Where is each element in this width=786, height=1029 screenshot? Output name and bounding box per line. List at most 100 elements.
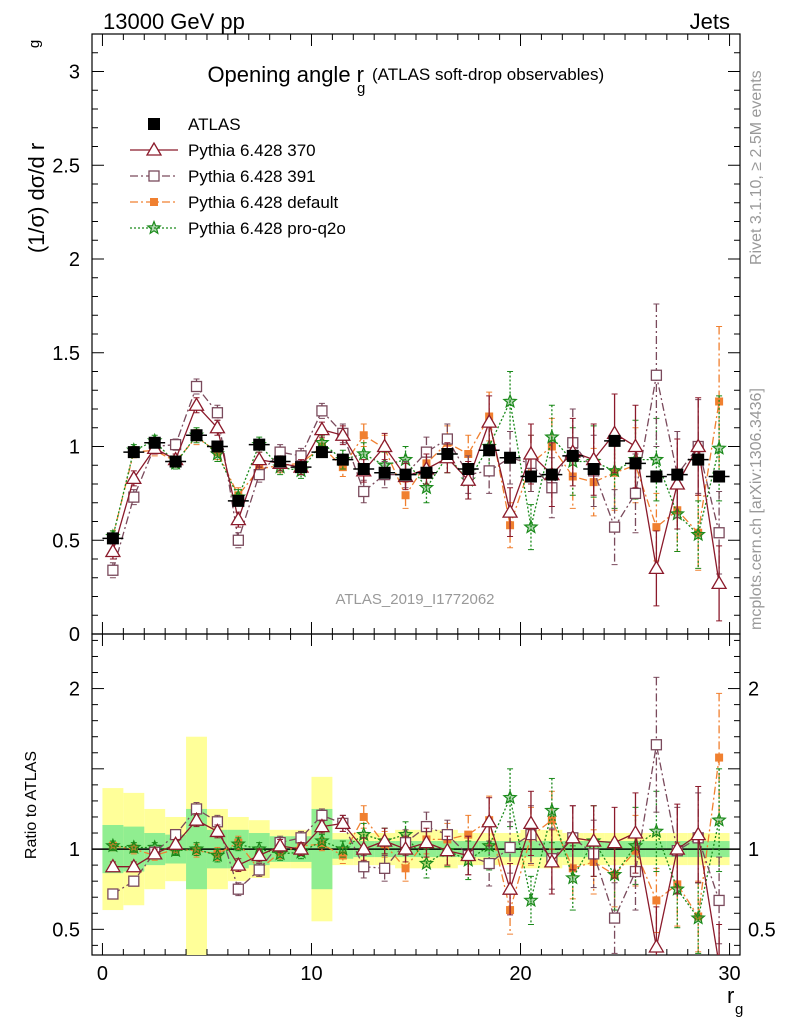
bottom-line-p391: [112, 744, 720, 920]
bottom-ytick-label-right: 0.5: [748, 919, 776, 941]
bottom-point-p370: [230, 856, 247, 871]
bottom-point-p391: [504, 841, 516, 854]
bottom-point-p370: [104, 858, 122, 873]
top-point-p370: [334, 426, 351, 441]
bottom-point-p370: [648, 938, 665, 953]
top-point-atlas: [650, 470, 663, 483]
top-point-proq2o: [314, 434, 330, 450]
bottom-ytick-label-right: 2: [748, 679, 759, 701]
bottom-point-p391: [608, 912, 621, 924]
bottom-xtick-label: 20: [509, 963, 531, 985]
legend-entry-proq2o: Pythia 6.428 pro-q2o: [130, 219, 346, 238]
bottom-point-proq2o: [502, 789, 518, 805]
top-point-p370: [251, 451, 268, 466]
legend-entry-default: Pythia 6.428 default: [130, 193, 339, 212]
top-point-p370: [104, 543, 122, 558]
top-panel-data: [102, 303, 730, 622]
title-sub: g: [357, 80, 365, 97]
top-point-p370: [669, 475, 686, 490]
top-point-atlas: [169, 455, 182, 468]
top-point-atlas: [671, 468, 684, 481]
top-ytick-label: 1.5: [52, 343, 80, 365]
bottom-point-proq2o: [418, 855, 435, 871]
legend-marker-atlas: [148, 118, 160, 130]
legend: ATLAS Pythia 6.428 370 Pythia 6.428 391 Pyt…: [130, 115, 346, 238]
top-point-default: [464, 450, 473, 458]
top-point-p370: [522, 445, 540, 460]
top-point-atlas: [608, 434, 621, 447]
bottom-point-proq2o: [314, 832, 330, 848]
bottom-point-p391: [483, 857, 495, 870]
top-ylabel-text: (1/σ) dσ/d r: [24, 143, 49, 253]
legend-marker-default: [150, 198, 158, 206]
top-line-proq2o: [112, 399, 720, 537]
chart-title: Opening angle r g (ATLAS soft-drop obser…: [207, 62, 604, 97]
top-ytick-label: 2: [69, 249, 80, 271]
top-point-p391: [107, 564, 119, 576]
top-point-proq2o: [711, 440, 727, 455]
top-line-p370: [112, 404, 720, 584]
bottom-point-p370: [543, 853, 561, 868]
top-ytick-label: 3: [69, 62, 80, 84]
bottom-point-p391: [107, 888, 119, 900]
bottom-xlabel-text: r: [727, 983, 734, 1008]
top-ytick-label: 0.5: [52, 530, 80, 552]
top-point-atlas: [378, 466, 391, 479]
top-point-atlas: [545, 468, 558, 481]
top-panel-axis: 0.5 1 1.5 2 2.5 3 0: [52, 33, 740, 646]
legend-marker-p370: [145, 141, 163, 156]
legend-marker-p391: [148, 170, 160, 182]
top-point-atlas: [336, 453, 349, 466]
bottom-point-default: [652, 896, 661, 905]
bottom-point-p370: [167, 835, 184, 850]
legend-label-atlas: ATLAS: [188, 115, 241, 134]
bottom-point-p391: [358, 861, 370, 873]
title-main: Opening angle r: [207, 62, 364, 87]
bottom-point-p370: [585, 832, 602, 847]
mcplots-label: mcplots.cern.ch [arXiv:1306.3436]: [748, 388, 765, 630]
top-ytick-label: 1: [69, 437, 80, 459]
top-point-proq2o: [356, 445, 372, 461]
top-point-p391: [232, 534, 244, 546]
bottom-point-p370: [209, 823, 226, 838]
top-point-p370: [460, 471, 477, 486]
top-point-proq2o: [502, 393, 518, 409]
top-point-atlas: [587, 463, 600, 475]
top-point-default: [401, 491, 410, 500]
bottom-xtick-label: 30: [718, 963, 740, 985]
top-point-p391: [169, 438, 182, 451]
process-label: Jets: [690, 9, 730, 34]
top-point-atlas: [253, 438, 266, 451]
top-point-atlas: [504, 451, 517, 464]
bottom-point-default: [338, 851, 347, 860]
top-point-p370: [501, 503, 519, 518]
top-point-atlas: [295, 461, 308, 474]
bottom-point-p370: [522, 815, 540, 830]
bottom-point-default: [715, 753, 724, 762]
top-point-default: [694, 528, 703, 537]
bottom-point-default: [359, 812, 368, 821]
bottom-point-p370: [460, 847, 477, 862]
top-point-proq2o: [418, 479, 435, 495]
top-point-default: [652, 523, 661, 532]
bottom-point-proq2o: [544, 802, 560, 818]
bottom-ytick-label: 0.5: [52, 919, 80, 941]
bottom-point-default: [464, 830, 473, 839]
top-point-atlas: [441, 448, 454, 460]
top-point-atlas: [566, 449, 579, 462]
bottom-panel-axis: 0 10 20 30 0.5 0.5 1 1 2 2: [52, 634, 776, 985]
bottom-xtick-label: 0: [97, 963, 108, 985]
bottom-xtick-label: 10: [300, 963, 322, 985]
legend-entry-atlas: ATLAS: [148, 115, 241, 134]
bottom-line-proq2o: [112, 795, 720, 920]
bottom-point-p370: [669, 840, 686, 855]
bottom-point-p370: [397, 840, 414, 855]
bottom-xlabel: r g: [727, 983, 743, 1018]
top-point-p370: [376, 438, 393, 453]
top-point-p391: [608, 521, 621, 533]
top-point-atlas: [211, 440, 224, 453]
bottom-point-p370: [355, 840, 372, 855]
top-point-atlas: [106, 532, 119, 545]
bottom-point-p391: [232, 883, 244, 895]
